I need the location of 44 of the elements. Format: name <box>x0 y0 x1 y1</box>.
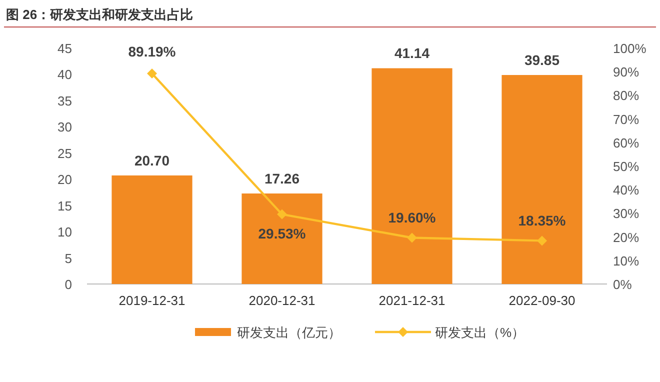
data-label: 41.14 <box>394 45 430 62</box>
bar <box>502 75 582 284</box>
y2-tick-label: 80% <box>613 88 640 104</box>
bar <box>372 68 452 284</box>
data-label: 19.60% <box>388 210 436 226</box>
data-label: 29.53% <box>258 225 306 242</box>
data-label: 39.85 <box>524 52 560 68</box>
y-tick-label: 45 <box>58 41 72 56</box>
y-tick-label: 40 <box>58 67 72 82</box>
chart-title: 图 26：研发支出和研发支出占比 <box>6 7 194 22</box>
y2-tick-label: 10% <box>613 253 640 268</box>
y-tick-label: 25 <box>58 146 72 161</box>
data-label: 20.70 <box>134 152 170 168</box>
y2-tick-label: 0% <box>613 277 632 292</box>
y-tick-label: 0 <box>64 277 72 292</box>
data-label: 89.19% <box>128 44 176 60</box>
data-label: 18.35% <box>518 212 566 229</box>
y2-tick-label: 60% <box>613 135 640 150</box>
legend-label: 研发支出（亿元） <box>237 325 341 340</box>
y-tick-label: 20 <box>58 172 72 188</box>
y2-tick-label: 70% <box>613 112 640 127</box>
point <box>147 68 157 79</box>
y2-tick-label: 50% <box>613 159 640 174</box>
y-tick-label: 10 <box>58 224 72 240</box>
y2-tick-label: 40% <box>613 182 640 198</box>
y-tick-label: 35 <box>58 93 72 108</box>
y2-tick-label: 90% <box>613 64 640 80</box>
y2-tick-label: 30% <box>613 206 640 222</box>
y2-tick-label: 20% <box>613 230 640 245</box>
x-tick-label: 2020-12-31 <box>248 293 316 308</box>
bar <box>242 193 322 284</box>
point <box>407 232 417 243</box>
x-tick-label: 2019-12-31 <box>118 293 186 308</box>
point <box>277 209 287 220</box>
x-tick-label: 2022-09-30 <box>508 293 576 308</box>
y-tick-label: 5 <box>64 250 72 266</box>
data-label: 17.26 <box>264 170 300 186</box>
point <box>537 236 547 246</box>
bar <box>112 175 192 284</box>
legend-label: 研发支出（%） <box>435 325 525 340</box>
y2-tick-label: 100% <box>613 41 647 56</box>
y-tick-label: 15 <box>58 198 72 214</box>
y-tick-label: 30 <box>58 120 72 135</box>
x-tick-label: 2021-12-31 <box>378 293 446 308</box>
